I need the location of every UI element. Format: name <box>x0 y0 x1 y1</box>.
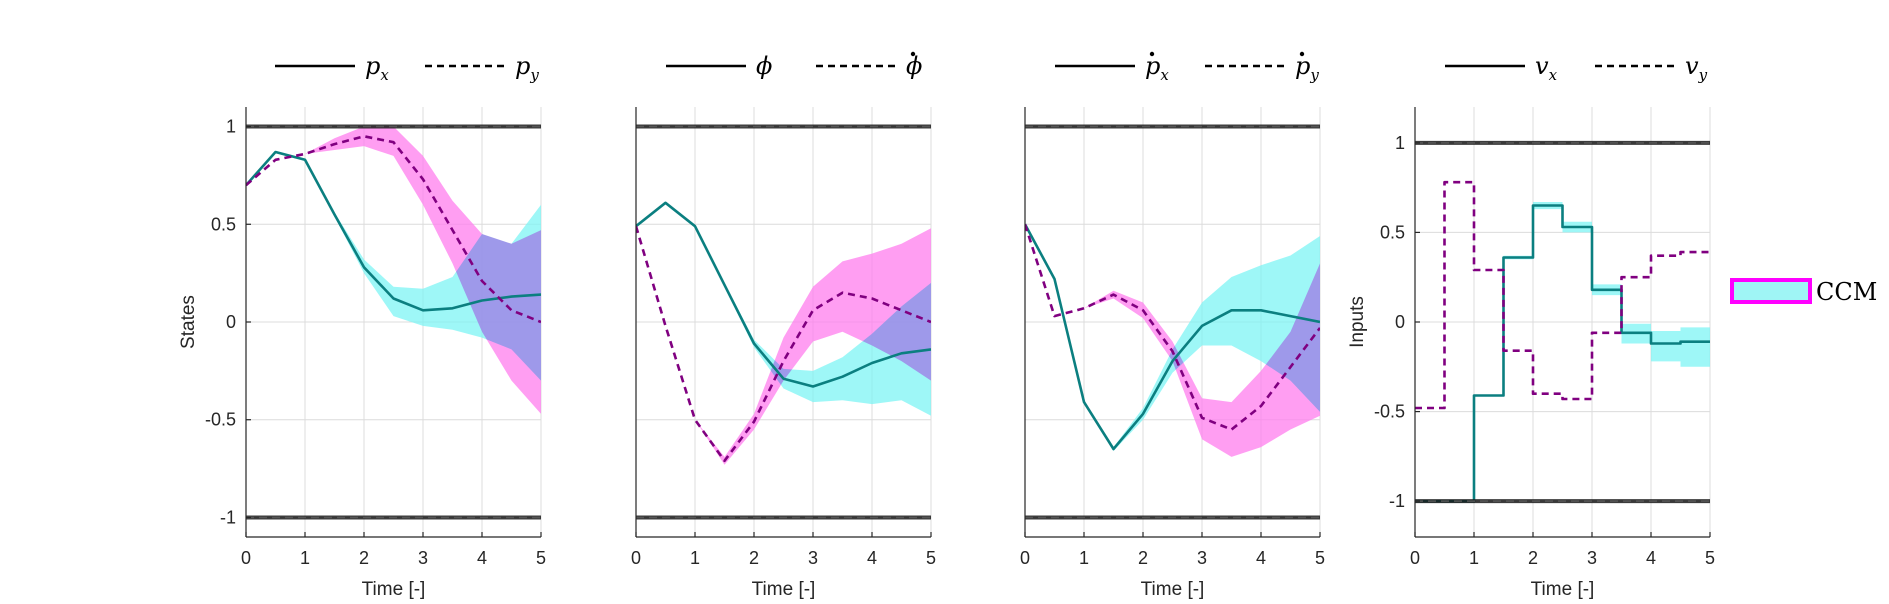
series-line-dashed <box>1025 223 1320 431</box>
y-tick-label: -0.5 <box>205 410 236 430</box>
legend-entry-solid: px <box>275 52 389 84</box>
plot-area <box>636 201 931 465</box>
uncertainty-band-dashed <box>1025 224 1320 457</box>
legend-entry-solid: vx <box>1445 52 1558 84</box>
legend-label: px <box>365 52 389 84</box>
series-line-dashed <box>1415 180 1710 410</box>
x-tick-label: 5 <box>926 548 936 568</box>
legend-label: vx <box>1535 52 1558 84</box>
panel-inputs: 0 1 2 3 4 5 -1 -0.5 0 0.5 1 Time [-] Inputs vx vy <box>1347 52 1715 600</box>
x-axis-label: Time [-] <box>752 579 816 600</box>
legend-label: py <box>1295 52 1319 84</box>
legend-label: px <box>1145 52 1169 84</box>
x-tick-label: 4 <box>1256 548 1266 568</box>
series-line-dashed <box>636 225 931 463</box>
y-tick-label: -1 <box>1389 491 1405 511</box>
x-tick-label: 2 <box>359 548 369 568</box>
series-line-dashed <box>246 135 541 324</box>
x-tick-label: 4 <box>1646 548 1656 568</box>
legend-label: py <box>515 52 539 84</box>
y-tick-label: 1 <box>226 117 236 137</box>
ccm-legend-swatch <box>1730 278 1812 304</box>
series-line-solid <box>1025 223 1320 451</box>
legend-label: ϕ <box>906 52 922 80</box>
y-tick-label: -1 <box>220 507 236 527</box>
panel-positions-states: 0 1 2 3 4 5 -1 -0.5 0 0.5 1 Time [-] States px py <box>178 52 546 600</box>
x-tick-label: 1 <box>300 548 310 568</box>
x-tick-label: 2 <box>1138 548 1148 568</box>
plot-area <box>1415 180 1710 503</box>
x-tick-label: 3 <box>418 548 428 568</box>
ccm-legend-label: CCM <box>1816 278 1877 306</box>
series-line-solid <box>246 150 541 312</box>
legend-entry-dashed: py <box>1205 51 1319 84</box>
legend-label: ϕ <box>756 52 772 80</box>
legend-dot-accent <box>1299 51 1305 57</box>
uncertainty-band-solid <box>1415 202 1710 502</box>
x-tick-label: 2 <box>1528 548 1538 568</box>
panel-velocities: 0 1 2 3 4 5 Time [-] px py <box>1020 51 1325 600</box>
x-tick-label: 0 <box>631 548 641 568</box>
x-axis-label: Time [-] <box>1141 579 1205 600</box>
plot-area <box>1025 223 1320 457</box>
series-line-solid <box>1415 204 1710 503</box>
y-axis-label: States <box>178 295 199 349</box>
ccm-legend: CCM <box>1730 278 1877 306</box>
legend-label: vy <box>1685 52 1708 84</box>
legend-entry-dashed: vy <box>1595 52 1708 84</box>
y-tick-label: 0.5 <box>1380 222 1405 242</box>
x-tick-label: 1 <box>1469 548 1479 568</box>
legend-entry-solid: ϕ <box>666 52 772 80</box>
x-tick-label: 5 <box>536 548 546 568</box>
x-tick-label: 3 <box>1587 548 1597 568</box>
x-tick-label: 1 <box>690 548 700 568</box>
y-tick-label: 0 <box>226 312 236 332</box>
x-tick-label: 5 <box>1705 548 1715 568</box>
x-tick-label: 1 <box>1079 548 1089 568</box>
legend-dot-accent <box>910 51 916 57</box>
x-tick-label: 3 <box>808 548 818 568</box>
y-tick-label: 1 <box>1395 133 1405 153</box>
y-tick-label: -0.5 <box>1374 402 1405 422</box>
y-tick-label: 0.5 <box>211 214 236 234</box>
x-tick-label: 0 <box>1410 548 1420 568</box>
x-axis-label: Time [-] <box>362 579 426 600</box>
legend-entry-dashed: py <box>425 52 539 84</box>
uncertainty-band-dashed <box>636 226 931 465</box>
panel-angles: 0 1 2 3 4 5 Time [-] ϕ ϕ <box>631 51 936 600</box>
legend-dot-accent <box>1149 51 1155 57</box>
x-axis-label: Time [-] <box>1531 579 1595 600</box>
uncertainty-band-solid <box>1025 224 1320 451</box>
legend-entry-dashed: ϕ <box>816 51 922 80</box>
x-tick-label: 2 <box>749 548 759 568</box>
plot-area <box>246 126 541 414</box>
uncertainty-band-solid <box>246 152 541 381</box>
series-line-solid <box>636 201 931 388</box>
x-tick-label: 3 <box>1197 548 1207 568</box>
x-tick-label: 5 <box>1315 548 1325 568</box>
legend-entry-solid: px <box>1055 51 1169 84</box>
x-tick-label: 0 <box>1020 548 1030 568</box>
x-tick-label: 4 <box>477 548 487 568</box>
x-tick-label: 0 <box>241 548 251 568</box>
x-tick-label: 4 <box>867 548 877 568</box>
y-axis-label: Inputs <box>1347 296 1368 348</box>
y-tick-label: 0 <box>1395 312 1405 332</box>
